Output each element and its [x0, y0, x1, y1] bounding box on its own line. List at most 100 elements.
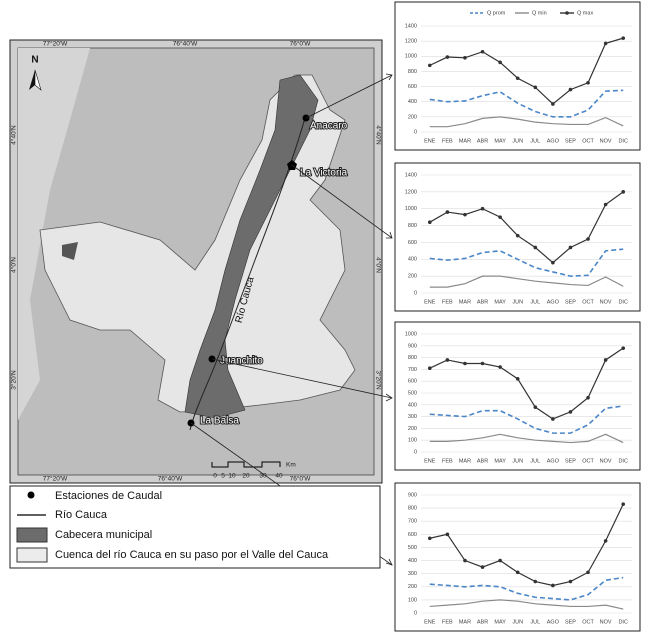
- point: [445, 532, 450, 537]
- series-line: [429, 599, 624, 610]
- point: [463, 558, 467, 563]
- series-line: [429, 275, 624, 288]
- scale-label: 0: [213, 473, 217, 480]
- y-tick-label: 1000: [405, 331, 417, 337]
- point: [515, 570, 520, 575]
- point: [463, 212, 467, 217]
- x-tick-label: OCT: [582, 299, 594, 305]
- x-tick-label: JUL: [530, 299, 540, 305]
- x-tick-label: OCT: [582, 619, 594, 625]
- x-tick-label: MAR: [459, 458, 471, 464]
- x-tick-label: MAY: [494, 138, 506, 144]
- point: [603, 539, 608, 543]
- point: [498, 60, 502, 65]
- x-tick-label: FEB: [442, 619, 453, 625]
- x-tick-label: ABR: [477, 138, 488, 144]
- point: [551, 417, 555, 421]
- y-tick-label: 500: [408, 545, 417, 551]
- y-tick-label: 400: [408, 402, 417, 408]
- x-tick-label: ABR: [477, 299, 488, 305]
- y-tick-label: 200: [408, 426, 417, 432]
- series-line: [429, 89, 624, 118]
- y-tick-label: 1400: [405, 172, 417, 178]
- legend-label: Q min: [532, 10, 547, 16]
- y-tick-label: 400: [408, 558, 417, 564]
- coord: 3°20'N: [10, 370, 18, 390]
- x-tick-label: AGO: [547, 299, 560, 305]
- point: [427, 366, 432, 371]
- coord: 3°20'N: [374, 370, 382, 390]
- x-tick-label: ENE: [424, 138, 436, 144]
- scale-label: 10: [228, 473, 236, 480]
- station-label: Anacaro: [310, 121, 348, 132]
- point: [603, 358, 608, 362]
- point: [586, 395, 590, 400]
- station-label: Juanchito: [220, 356, 263, 367]
- x-tick-label: JUL: [530, 138, 540, 144]
- y-tick-label: 0: [414, 449, 417, 455]
- point: [621, 346, 626, 350]
- y-tick-label: 100: [408, 438, 417, 444]
- point: [445, 55, 450, 59]
- point: [515, 377, 520, 381]
- station-label: La Balsa: [200, 416, 239, 427]
- point: [427, 536, 432, 541]
- y-tick-label: 600: [408, 84, 417, 90]
- x-tick-label: JUN: [512, 458, 523, 464]
- y-tick-label: 600: [408, 240, 417, 246]
- x-tick-label: ENE: [424, 619, 436, 625]
- point: [498, 558, 502, 563]
- station-label: La Victoria: [300, 168, 348, 179]
- point: [568, 245, 573, 250]
- x-tick-label: OCT: [582, 458, 594, 464]
- coord: 76°0'W: [290, 475, 312, 483]
- series-line: [429, 405, 624, 434]
- y-tick-label: 700: [408, 367, 417, 373]
- x-tick-label: MAY: [494, 619, 506, 625]
- scale-label: 40: [275, 473, 283, 480]
- y-tick-label: 200: [408, 114, 417, 120]
- series-line: [429, 433, 624, 444]
- point: [480, 49, 485, 54]
- x-tick-label: MAY: [494, 299, 506, 305]
- y-tick-label: 200: [408, 274, 417, 280]
- point: [498, 365, 502, 369]
- coord: 4°0'N: [10, 257, 18, 273]
- y-tick-label: 800: [408, 223, 417, 229]
- y-tick-label: 300: [408, 571, 417, 577]
- coord: 77°20'W: [43, 40, 68, 48]
- x-tick-label: JUN: [512, 619, 523, 625]
- point: [568, 579, 573, 584]
- point: [480, 565, 485, 569]
- y-tick-label: 700: [408, 519, 417, 525]
- x-tick-label: NOV: [600, 299, 612, 305]
- coord: 4°40'N: [374, 125, 382, 145]
- x-tick-label: SEP: [565, 138, 576, 144]
- point: [533, 85, 538, 90]
- legend-label: Q prom: [487, 10, 506, 16]
- series-line: [429, 503, 624, 587]
- y-tick-label: 1200: [405, 39, 417, 45]
- north-label: N: [31, 55, 38, 66]
- y-tick-label: 400: [408, 257, 417, 263]
- x-tick-label: DIC: [618, 138, 628, 144]
- y-tick-label: 600: [408, 532, 417, 538]
- coord: 76°40'W: [173, 40, 198, 48]
- y-tick-label: 800: [408, 69, 417, 75]
- terrain: [18, 48, 90, 420]
- scale-label: 5: [221, 473, 225, 480]
- x-tick-label: JUN: [512, 138, 523, 144]
- point: [603, 41, 608, 46]
- scale-label: 20: [242, 473, 250, 480]
- x-tick-label: FEB: [442, 458, 453, 464]
- y-tick-label: 1200: [405, 189, 417, 195]
- point: [621, 502, 626, 506]
- y-tick-label: 800: [408, 355, 417, 361]
- x-tick-label: MAY: [494, 458, 506, 464]
- y-tick-label: 1000: [405, 54, 417, 60]
- legend-label: Q max: [577, 10, 593, 16]
- x-tick-label: AGO: [547, 138, 560, 144]
- y-tick-label: 0: [414, 610, 417, 616]
